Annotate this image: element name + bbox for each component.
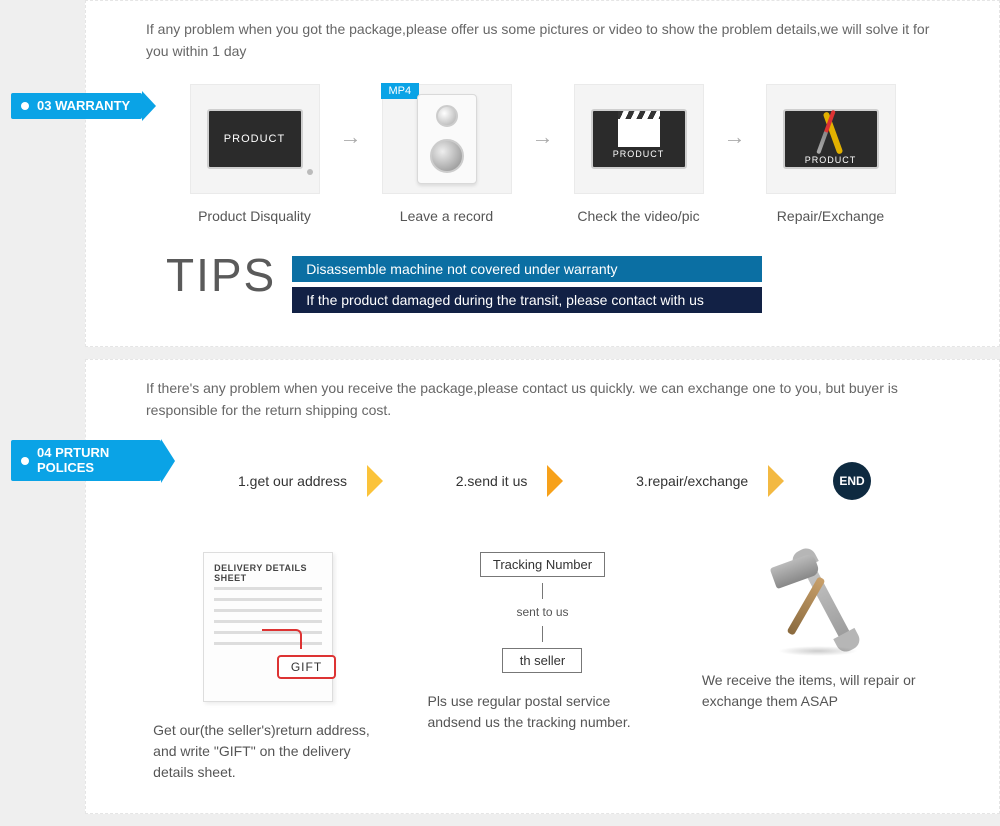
monitor-text: PRODUCT (613, 149, 665, 159)
warranty-step-4: PRODUCT Repair/Exchange (756, 84, 906, 224)
repair-tools-icon (762, 552, 872, 652)
return-col-2: Tracking Number sent to us th seller Pls… (427, 552, 657, 783)
monitor-icon: PRODUCT (207, 109, 303, 169)
section-badge-warranty: 03 WARRANTY (11, 93, 142, 119)
tracking-mid-text: sent to us (516, 605, 568, 621)
monitor-text: PRODUCT (224, 133, 285, 145)
warranty-intro: If any problem when you got the package,… (86, 1, 999, 84)
step3-label: Check the video/pic (577, 208, 699, 224)
section-badge-return: 04 PRTURN POLICES (11, 440, 161, 481)
arrow-icon: → (340, 124, 362, 150)
arrow-icon: → (724, 124, 746, 150)
monitor-text: PRODUCT (805, 155, 857, 165)
speaker-icon (417, 94, 477, 184)
warranty-step-1: PRODUCT Product Disquality (180, 84, 330, 224)
return-col-1: DELIVERY DETAILS SHEET GIFT Get our(the … (153, 552, 383, 783)
warranty-step-3: PRODUCT Check the video/pic (564, 84, 714, 224)
tips-block: TIPS Disassemble machine not covered und… (86, 234, 999, 346)
gift-label-box: GIFT (277, 655, 336, 679)
return-flow-row: 1.get our address 2.send it us 3.repair/… (206, 452, 879, 510)
step2-card: MP4 (382, 84, 512, 194)
flow-step-2: 2.send it us (432, 465, 548, 497)
step2-label: Leave a record (400, 208, 493, 224)
return-panel: 04 PRTURN POLICES If there's any problem… (85, 359, 1000, 813)
sheet-title: DELIVERY DETAILS SHEET (214, 563, 322, 583)
tracking-flow-icon: Tracking Number sent to us th seller (480, 552, 605, 674)
tracking-box-top: Tracking Number (480, 552, 605, 577)
col1-text: Get our(the seller's)return address, and… (153, 720, 383, 783)
step4-label: Repair/Exchange (777, 208, 884, 224)
step4-card: PRODUCT (766, 84, 896, 194)
warranty-steps-row: PRODUCT Product Disquality → MP4 Leave a… (86, 84, 999, 234)
return-col-3: We receive the items, will repair or exc… (702, 552, 932, 783)
monitor-icon: PRODUCT (783, 109, 879, 169)
delivery-sheet-icon: DELIVERY DETAILS SHEET GIFT (203, 552, 333, 702)
step1-label: Product Disquality (198, 208, 311, 224)
tip-bar-1: Disassemble machine not covered under wa… (292, 256, 762, 282)
tips-heading: TIPS (166, 252, 276, 298)
arrow-icon: → (532, 124, 554, 150)
col2-text: Pls use regular postal service andsend u… (427, 691, 657, 733)
flow-step-label: 1.get our address (238, 473, 347, 489)
flow-step-label: 2.send it us (456, 473, 528, 489)
flow-step-label: 3.repair/exchange (636, 473, 748, 489)
end-label: END (839, 474, 864, 488)
step3-card: PRODUCT (574, 84, 704, 194)
col3-text: We receive the items, will repair or exc… (702, 670, 932, 712)
flow-step-1: 1.get our address (214, 465, 367, 497)
tracking-box-bottom: th seller (502, 648, 582, 673)
step1-card: PRODUCT (190, 84, 320, 194)
return-intro: If there's any problem when you receive … (86, 360, 999, 443)
warranty-step-2: MP4 Leave a record (372, 84, 522, 224)
flow-step-3: 3.repair/exchange (612, 465, 768, 497)
monitor-icon: PRODUCT (591, 109, 687, 169)
flow-end-circle: END (833, 462, 871, 500)
badge-text: 04 PRTURN POLICES (37, 446, 149, 475)
tools-icon (806, 113, 856, 153)
mp4-tag: MP4 (381, 83, 420, 99)
tip-bar-2: If the product damaged during the transi… (292, 287, 762, 313)
return-columns: DELIVERY DETAILS SHEET GIFT Get our(the … (86, 528, 999, 813)
warranty-panel: 03 WARRANTY If any problem when you got … (85, 0, 1000, 347)
clapper-icon (618, 119, 660, 147)
badge-text: 03 WARRANTY (37, 99, 130, 113)
